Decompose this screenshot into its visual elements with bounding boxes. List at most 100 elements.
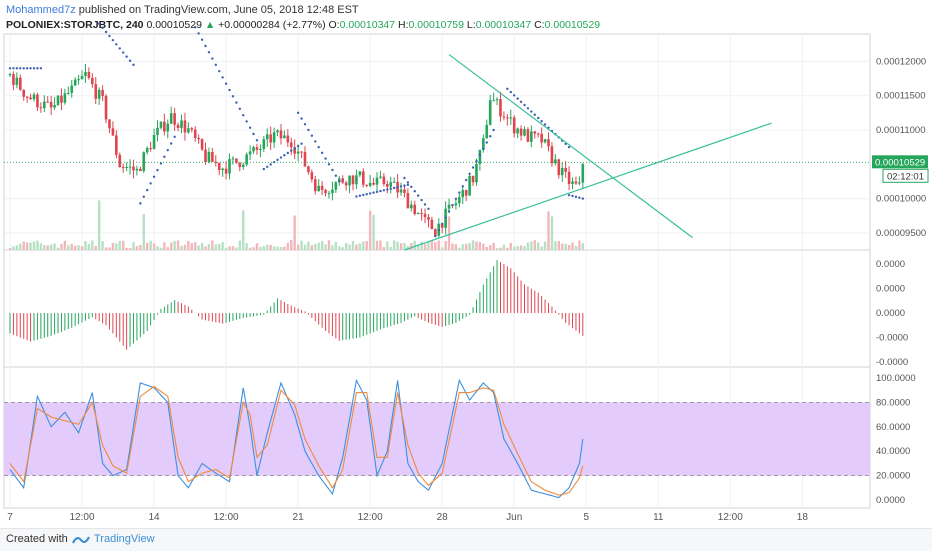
candle — [344, 182, 348, 186]
candle — [519, 128, 523, 136]
volume-bar — [454, 244, 458, 250]
symbol-label: POLONIEX:STORJBTC, 240 — [6, 19, 144, 31]
volume-bar — [372, 214, 375, 250]
y-tick-label: 0.00011000 — [876, 125, 926, 136]
candle — [526, 129, 530, 142]
volume-bar — [368, 210, 372, 250]
volume-bar — [183, 244, 187, 250]
volume-bar — [32, 241, 36, 250]
macd-histogram — [9, 260, 584, 350]
psar-dot — [108, 34, 111, 38]
candle — [358, 171, 362, 176]
tradingview-brand[interactable]: TradingView — [94, 533, 155, 545]
candle — [18, 77, 22, 90]
volume-bar — [101, 240, 104, 250]
psar-dot — [166, 148, 169, 152]
volume-bar — [139, 245, 142, 250]
candle — [471, 175, 475, 183]
psar-dot — [420, 198, 423, 202]
volume-bar — [533, 240, 536, 250]
volume-bar — [523, 245, 526, 250]
y-tick-label: 100.0000 — [876, 373, 916, 384]
candle — [382, 176, 386, 185]
x-tick-label: 11 — [653, 512, 664, 523]
candle — [324, 189, 327, 194]
psar-dot — [314, 140, 317, 143]
chart-canvas[interactable]: 7 12:00 14 12:00 21 12:00 28 Jun 5 11 12:00 18 0.000… — [0, 0, 932, 528]
volume-bar — [331, 245, 334, 250]
psar-dot — [475, 160, 478, 163]
psar-dot — [283, 154, 286, 157]
volume-bar — [475, 241, 478, 250]
psar-dot — [506, 87, 509, 91]
candle — [183, 120, 187, 133]
volume-bar — [25, 242, 29, 250]
candle — [265, 134, 269, 140]
candle — [512, 117, 516, 134]
volume-bar — [67, 245, 70, 250]
volume-bar — [269, 244, 272, 250]
candle — [389, 182, 393, 187]
psar-dots — [8, 22, 585, 238]
psar-dot — [523, 103, 526, 107]
volume-bar — [63, 240, 67, 250]
candle — [118, 154, 122, 168]
y-tick-label: 0.0000 — [876, 259, 905, 270]
psar-dot — [320, 151, 324, 155]
psar-dot — [221, 76, 224, 79]
volume-bar — [581, 243, 585, 250]
psar-dot — [478, 153, 482, 157]
psar-dot — [200, 38, 204, 41]
candle — [135, 168, 139, 171]
volume-bar — [194, 242, 197, 250]
x-tick-label: 12:00 — [358, 512, 383, 523]
candle — [87, 72, 91, 78]
volume-bar — [437, 240, 440, 250]
psar-dot — [567, 145, 571, 149]
volume-bar — [440, 247, 444, 250]
y-tick-label: 0.0000 — [876, 308, 905, 319]
candle — [413, 204, 417, 215]
volume-bar — [221, 241, 224, 250]
candle — [252, 147, 255, 152]
volume-bar — [238, 240, 242, 250]
candle — [269, 134, 272, 143]
candle — [43, 101, 46, 109]
candle — [420, 212, 423, 214]
psar-dot — [519, 100, 523, 104]
volume-bar — [430, 240, 434, 250]
candle — [550, 146, 554, 164]
candle — [228, 159, 231, 174]
psar-dot — [231, 95, 235, 98]
volume-bar — [564, 243, 567, 250]
x-tick-label: 5 — [583, 512, 589, 523]
psar-dot — [25, 67, 29, 70]
candle — [296, 151, 300, 154]
volume-bar — [97, 200, 101, 250]
volume-bar — [29, 242, 32, 250]
psar-dot — [403, 184, 406, 187]
author-link[interactable]: Mohammed7z — [6, 4, 76, 16]
volume-bar — [218, 243, 221, 250]
stochastic-d-line — [9, 385, 584, 496]
candle — [482, 138, 485, 150]
x-tick-label: 21 — [293, 512, 305, 523]
countdown-label: 02:12:01 — [887, 171, 924, 182]
x-tick-label: 12:00 — [214, 512, 239, 523]
psar-dot — [125, 55, 128, 58]
volume-bar — [180, 246, 183, 250]
volume-bar — [204, 246, 207, 250]
psar-dot — [8, 67, 12, 70]
candle — [379, 176, 382, 178]
volume-bar — [530, 241, 533, 250]
psar-dot — [382, 189, 386, 192]
volume-bar — [104, 247, 108, 250]
y-tick-label: 0.0000 — [876, 495, 905, 506]
candle — [454, 203, 458, 206]
psar-dot — [149, 182, 152, 185]
volume-bar — [561, 243, 564, 250]
candle — [348, 175, 351, 186]
candle — [245, 154, 248, 165]
psar-dot — [530, 110, 533, 113]
candle — [355, 175, 358, 185]
